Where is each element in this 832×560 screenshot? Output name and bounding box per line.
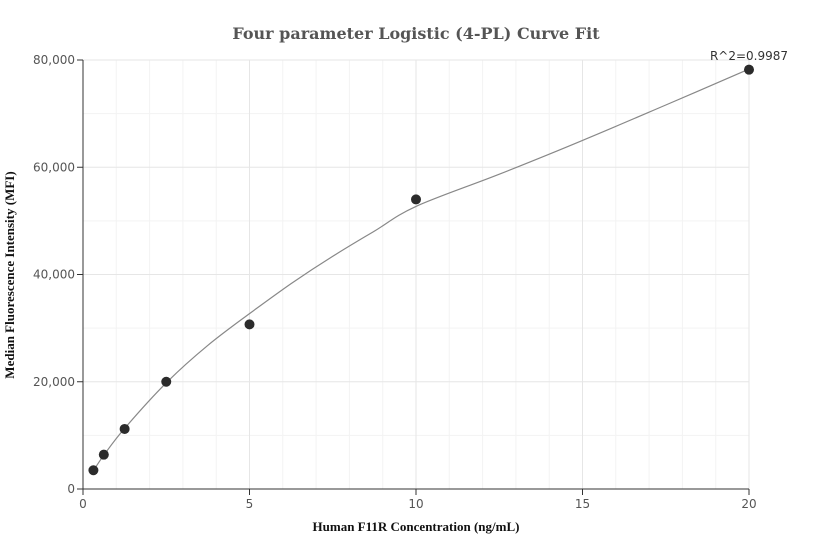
r-squared-annotation: R^2=0.9987: [710, 49, 788, 63]
x-tick-label: 10: [408, 497, 423, 511]
y-axis-title: Median Fluorescence Intensity (MFI): [2, 171, 17, 378]
x-tick-label: 5: [246, 497, 254, 511]
data-point: [119, 423, 130, 434]
grid: [83, 59, 750, 489]
y-tick-label: 60,000: [33, 160, 75, 174]
fit-curve-line: [92, 68, 750, 472]
y-tick-label: 0: [67, 482, 75, 496]
x-tick-label: 0: [79, 497, 87, 511]
fit-curve-layer: [92, 68, 750, 472]
data-point: [411, 194, 421, 205]
data-point: [98, 449, 109, 460]
tick-labels: 0 5 10 15 20 0 20,000 40,000 60,000 80,000: [33, 53, 757, 511]
data-points: [88, 64, 754, 476]
x-tick-label: 15: [575, 497, 590, 511]
data-point: [161, 376, 172, 387]
x-axis-title: Human F11R Concentration (ng/mL): [313, 519, 520, 534]
data-point: [244, 319, 255, 330]
chart-title: Four parameter Logistic (4-PL) Curve Fit: [232, 24, 600, 43]
axes: [77, 59, 750, 495]
data-point: [88, 465, 99, 476]
x-tick-label: 20: [741, 497, 756, 511]
y-tick-label: 40,000: [33, 268, 75, 282]
data-point: [744, 64, 754, 75]
y-tick-label: 80,000: [33, 53, 75, 67]
y-tick-label: 20,000: [33, 375, 75, 389]
